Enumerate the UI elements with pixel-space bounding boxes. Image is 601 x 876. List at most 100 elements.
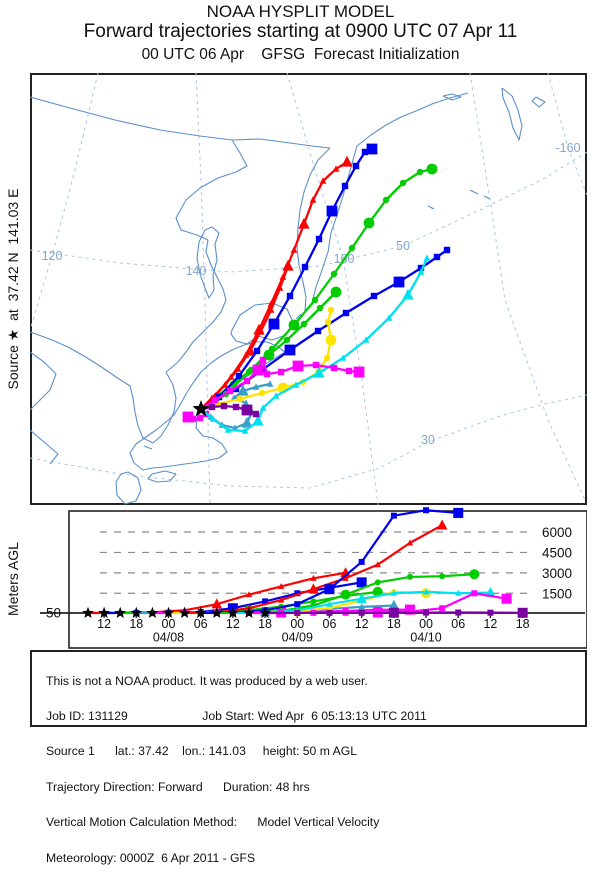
height-marker-magenta-b <box>471 590 477 596</box>
trajectory-marker-green-a <box>331 287 342 298</box>
trajectory-marker-yellow-a <box>259 390 265 396</box>
height-marker-blue-b <box>324 584 334 594</box>
trajectory-marker-green-b <box>364 218 375 229</box>
page-subtitle: Forward trajectories starting at 0900 UT… <box>0 21 601 43</box>
time-tick-label: 06 <box>194 617 208 631</box>
height-marker-blue-b <box>294 601 300 607</box>
trajectory-marker-green-b <box>427 164 438 175</box>
height-marker-green-b <box>469 569 479 579</box>
height-marker-green-b <box>407 574 413 580</box>
trajectory-marker-yellow-a <box>328 307 334 313</box>
height-marker-purple-c <box>423 610 429 616</box>
height-marker-blue-a <box>357 577 367 587</box>
trajectory-marker-green-a <box>284 337 290 343</box>
trajectory-marker-magenta-a <box>183 412 194 423</box>
height-tick-label: 3000 <box>542 566 572 581</box>
trajectory-marker-green-b <box>400 180 406 186</box>
height-tick-label: 4500 <box>542 545 572 560</box>
trajectory-marker-green-b <box>269 346 275 352</box>
trajectory-marker-purple-c <box>233 404 239 410</box>
height-marker-blue-b <box>391 513 397 519</box>
trajectory-marker-purple-c <box>209 404 215 410</box>
time-tick-label: 12 <box>355 617 369 631</box>
trajectory-marker-blue-a <box>315 328 321 334</box>
surface-height-label: 50 <box>46 606 61 621</box>
time-tick-label: 18 <box>387 617 401 631</box>
height-marker-purple-c <box>326 610 332 616</box>
trajectory-marker-blue-a <box>371 293 377 299</box>
trajectory-marker-magenta-b <box>346 368 352 374</box>
trajectory-marker-yellow-a <box>326 335 337 346</box>
trajectory-marker-blue-b <box>287 293 293 299</box>
trajectory-marker-magenta-b <box>354 367 365 378</box>
trajectory-marker-blue-b <box>302 264 308 270</box>
trajectory-marker-magenta-b <box>293 361 304 372</box>
trajectory-marker-green-b <box>312 297 318 303</box>
time-tick-label: 00 <box>419 617 433 631</box>
trajectory-marker-blue-a <box>444 247 450 253</box>
graticule-label: 30 <box>421 433 435 447</box>
height-marker-green-b <box>375 579 381 585</box>
meters-agl-axis-label: Meters AGL <box>5 504 21 654</box>
trajectory-marker-blue-b <box>342 183 348 189</box>
graticule-label: 50 <box>396 239 410 253</box>
trajectory-marker-blue-a <box>394 277 405 288</box>
trajectory-marker-cyan-b <box>424 254 431 260</box>
trajectory-marker-red-b <box>291 246 298 252</box>
trajectory-marker-magenta-b <box>253 365 264 376</box>
time-tick-label: 18 <box>129 617 143 631</box>
run-metadata: This is not a NOAA product. It was produ… <box>46 652 427 876</box>
trajectory-marker-red-b <box>341 156 352 167</box>
height-marker-green-b <box>341 590 351 600</box>
trajectory-marker-green-b <box>331 271 337 277</box>
trajectory-marker-blue-b <box>316 236 322 242</box>
trajectory-start-star-icon <box>211 607 223 618</box>
graticule-label: 120 <box>42 249 63 263</box>
time-tick-label: 00 <box>290 617 304 631</box>
trajectory-marker-magenta-b <box>278 369 284 375</box>
height-marker-purple-c <box>294 610 300 616</box>
trajectory-marker-blue-a <box>343 310 349 316</box>
source-axis-label: Source ★ at 37.42 N 141.03 E <box>5 69 21 509</box>
trajectory-marker-magenta-b <box>264 371 270 377</box>
trajectory-marker-blue-b <box>327 206 338 217</box>
trajectory-marker-red-b <box>298 218 309 229</box>
trajectory-start-star-icon <box>82 607 94 618</box>
direction-line: Trajectory Direction: Forward Duration: … <box>46 782 427 794</box>
trajectory-marker-magenta-b <box>331 365 337 371</box>
trajectory-marker-magenta-b <box>244 378 250 384</box>
height-tick-label: 1500 <box>542 586 572 601</box>
trajectory-marker-blue-b <box>353 163 359 169</box>
trajectory-marker-yellow-a <box>324 355 330 361</box>
trajectory-marker-purple-c <box>253 411 259 417</box>
trajectory-marker-blue-b <box>269 319 280 330</box>
time-tick-label: 06 <box>323 617 337 631</box>
trajectory-marker-magenta-b <box>227 388 233 394</box>
time-tick-label: 12 <box>97 617 111 631</box>
height-marker-blue-b <box>423 507 429 513</box>
height-marker-purple-c <box>359 610 365 616</box>
height-marker-red-b <box>437 519 448 529</box>
page-title: NOAA HYSPLIT MODEL <box>0 2 601 22</box>
height-marker-purple-c <box>487 610 493 616</box>
date-label: 04/10 <box>410 631 441 645</box>
trajectory-marker-green-a <box>317 305 323 311</box>
trajectory-marker-cyan-b <box>402 289 413 300</box>
trajectory-marker-green-b <box>383 197 389 203</box>
date-label: 04/09 <box>282 631 313 645</box>
trajectory-start-star-icon <box>147 607 159 618</box>
height-marker-blue-b <box>453 508 463 518</box>
trajectory-marker-magenta-b <box>313 362 319 368</box>
forecast-init-line: 00 UTC 06 Apr GFSG Forecast Initializati… <box>0 46 601 64</box>
trajectory-marker-purple-c <box>221 403 227 409</box>
graticule-label: -160 <box>555 141 580 155</box>
meteorology-line: Meteorology: 0000Z 6 Apr 2011 - GFS <box>46 853 427 865</box>
height-marker-magenta-b <box>502 594 512 604</box>
trajectory-marker-yellow-a <box>237 396 243 402</box>
time-tick-label: 00 <box>162 617 176 631</box>
height-marker-purple-c <box>389 608 399 618</box>
trajectory-marker-yellow-a <box>325 319 331 325</box>
